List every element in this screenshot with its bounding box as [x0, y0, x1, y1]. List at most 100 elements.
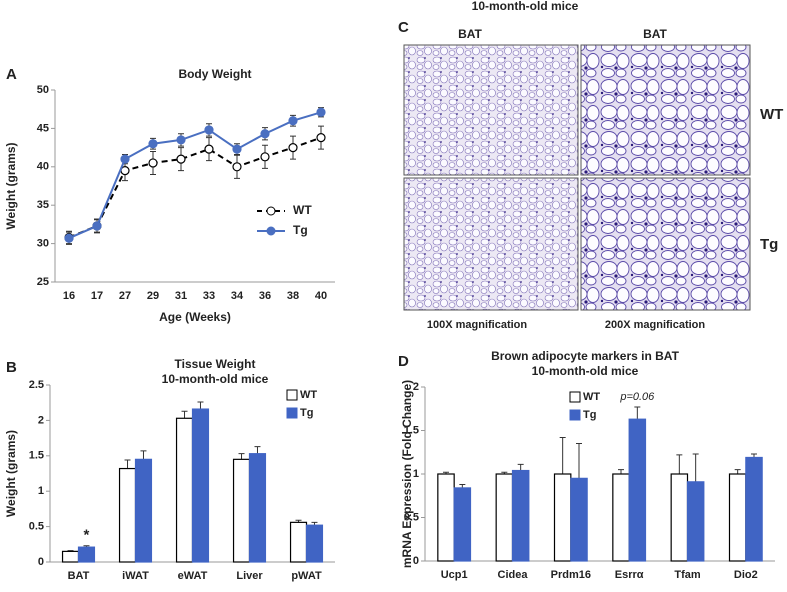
y-tick-label: 40: [37, 161, 49, 173]
bar: [134, 458, 153, 563]
magnification-label: 200X magnification: [605, 319, 706, 331]
micrograph: [580, 44, 751, 176]
bar: [289, 521, 308, 563]
x-tick-label: 34: [231, 290, 244, 302]
bar: [305, 524, 324, 563]
panel-title: 10-month-old mice: [472, 0, 579, 13]
marker: [204, 144, 214, 154]
line: [68, 136, 322, 239]
chart-title: Tissue Weight: [175, 357, 256, 371]
x-tick-label: 29: [147, 290, 159, 302]
micrograph: [403, 44, 579, 176]
y-tick-label: 30: [37, 238, 49, 250]
annotation: p=0.06: [619, 391, 655, 403]
column-label: BAT: [643, 27, 667, 41]
y-axis-label: Weight (grams): [4, 142, 18, 229]
x-tick-label: pWAT: [291, 570, 322, 582]
x-tick-label: 17: [91, 290, 103, 302]
bar: [511, 469, 530, 562]
marker: [316, 107, 326, 117]
marker: [232, 144, 242, 154]
legend-swatch: [286, 407, 298, 419]
bar: [570, 477, 588, 562]
chart-title: 10-month-old mice: [162, 372, 269, 386]
x-tick-label: iWAT: [122, 570, 149, 582]
x-tick-label: 27: [119, 290, 131, 302]
bar: [553, 473, 572, 562]
legend-label: Tg: [583, 409, 596, 421]
bar: [232, 458, 251, 563]
legend-marker: [266, 206, 276, 216]
chart-title: Body Weight: [178, 67, 251, 81]
legend-marker: [266, 226, 276, 236]
x-axis-label: Age (Weeks): [159, 310, 231, 324]
x-tick-label: Tfam: [674, 569, 701, 581]
marker: [232, 162, 242, 172]
legend-label: WT: [583, 391, 600, 403]
x-tick-label: Cidea: [498, 569, 529, 581]
y-tick-label: 1: [38, 485, 44, 497]
panel-letter: D: [398, 353, 409, 370]
legend-label: Tg: [300, 407, 313, 419]
x-tick-label: 16: [63, 290, 75, 302]
y-axis-label: Weight (grams): [4, 430, 18, 517]
row-label: Tg: [760, 236, 778, 253]
y-tick-label: 0.5: [404, 511, 419, 523]
marker: [120, 154, 130, 164]
y-tick-label: 35: [37, 199, 49, 211]
row-label: WT: [760, 106, 783, 123]
micrograph: [580, 177, 751, 311]
annotation: *: [84, 527, 90, 544]
legend-swatch: [569, 391, 581, 403]
legend-label: Tg: [293, 223, 308, 237]
x-tick-label: Esrrα: [615, 569, 644, 581]
panel-letter: A: [6, 66, 17, 83]
chart-title: Brown adipocyte markers in BAT: [491, 349, 679, 363]
y-tick-label: 0.5: [29, 521, 44, 533]
x-tick-label: 40: [315, 290, 327, 302]
micrograph: [403, 177, 579, 311]
y-tick-label: 50: [37, 84, 49, 96]
x-tick-label: 33: [203, 290, 215, 302]
y-tick-label: 2: [413, 381, 419, 393]
y-axis-label: mRNA Expression (Fold Change): [400, 380, 414, 568]
legend-swatch: [569, 409, 581, 421]
y-tick-label: 0: [413, 555, 419, 567]
bar: [191, 408, 210, 563]
y-tick-label: 1.5: [404, 424, 419, 436]
bar: [670, 473, 689, 562]
marker: [148, 139, 158, 149]
magnification-label: 100X magnification: [427, 319, 528, 331]
bar: [728, 473, 747, 562]
bar: [495, 473, 514, 562]
marker: [148, 158, 158, 168]
x-tick-label: eWAT: [178, 570, 208, 582]
bar: [686, 481, 705, 562]
marker: [204, 125, 214, 135]
x-tick-label: BAT: [68, 570, 90, 582]
y-tick-label: 0: [38, 556, 44, 568]
bar: [118, 467, 137, 563]
y-tick-label: 1.5: [29, 450, 44, 462]
bar: [77, 546, 96, 563]
marker: [288, 116, 298, 126]
x-tick-label: Dio2: [734, 569, 758, 581]
x-tick-label: Liver: [236, 570, 263, 582]
x-tick-label: 36: [259, 290, 271, 302]
marker: [260, 152, 270, 162]
bar: [175, 417, 194, 563]
marker: [176, 135, 186, 145]
bar: [437, 473, 455, 562]
chart-title: 10-month-old mice: [532, 364, 639, 378]
column-label: BAT: [458, 27, 482, 41]
legend-swatch: [286, 389, 298, 401]
bar: [628, 418, 647, 562]
panel-letter: B: [6, 359, 17, 376]
marker: [92, 221, 102, 231]
marker: [288, 143, 298, 153]
x-tick-label: 31: [175, 290, 187, 302]
line: [68, 111, 322, 240]
marker: [176, 154, 186, 164]
legend-label: WT: [300, 389, 317, 401]
